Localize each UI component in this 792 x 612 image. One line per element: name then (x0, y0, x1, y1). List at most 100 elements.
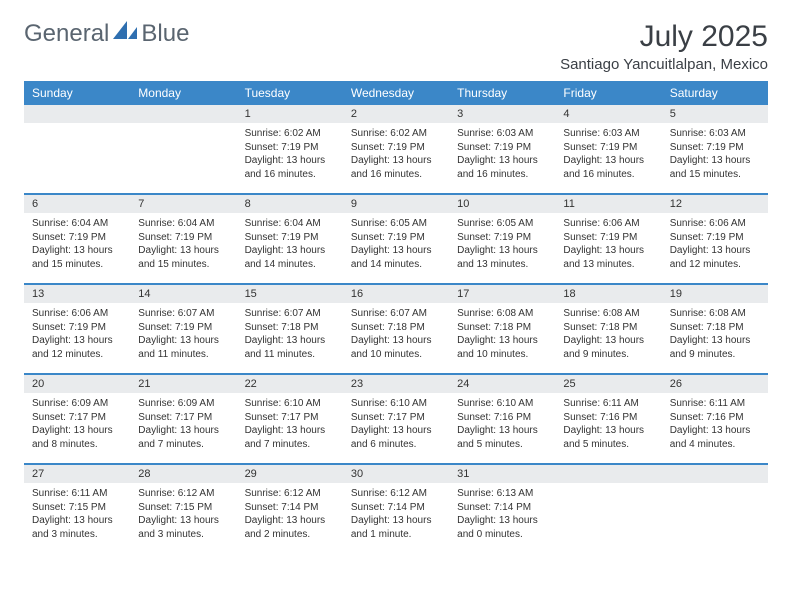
day-number: 30 (343, 465, 449, 483)
dl1-text: Daylight: 13 hours (563, 334, 653, 348)
sunrise-text: Sunrise: 6:12 AM (351, 487, 441, 501)
day-info: Sunrise: 6:08 AMSunset: 7:18 PMDaylight:… (449, 303, 555, 367)
sunset-text: Sunset: 7:18 PM (670, 321, 760, 335)
weekday-sunday: Sunday (24, 81, 130, 105)
dl2-text: and 4 minutes. (670, 438, 760, 452)
dl2-text: and 11 minutes. (138, 348, 228, 362)
day-info: Sunrise: 6:04 AMSunset: 7:19 PMDaylight:… (24, 213, 130, 277)
day-number (555, 465, 661, 483)
dl1-text: Daylight: 13 hours (245, 334, 335, 348)
sunrise-text: Sunrise: 6:05 AM (351, 217, 441, 231)
sunset-text: Sunset: 7:14 PM (351, 501, 441, 515)
day-info: Sunrise: 6:10 AMSunset: 7:17 PMDaylight:… (343, 393, 449, 457)
day-number: 1 (237, 105, 343, 123)
sail-icon (113, 21, 139, 39)
dl1-text: Daylight: 13 hours (138, 514, 228, 528)
day-info: Sunrise: 6:05 AMSunset: 7:19 PMDaylight:… (449, 213, 555, 277)
calendar-cell (24, 105, 130, 193)
sunset-text: Sunset: 7:19 PM (351, 231, 441, 245)
sunset-text: Sunset: 7:15 PM (138, 501, 228, 515)
dl2-text: and 14 minutes. (351, 258, 441, 272)
sunrise-text: Sunrise: 6:03 AM (457, 127, 547, 141)
sunrise-text: Sunrise: 6:08 AM (670, 307, 760, 321)
day-number (24, 105, 130, 123)
dl2-text: and 3 minutes. (138, 528, 228, 542)
dl2-text: and 13 minutes. (563, 258, 653, 272)
dl1-text: Daylight: 13 hours (32, 334, 122, 348)
day-number: 20 (24, 375, 130, 393)
calendar-cell: 14Sunrise: 6:07 AMSunset: 7:19 PMDayligh… (130, 285, 236, 373)
weekday-tuesday: Tuesday (237, 81, 343, 105)
dl2-text: and 5 minutes. (457, 438, 547, 452)
day-info: Sunrise: 6:11 AMSunset: 7:16 PMDaylight:… (555, 393, 661, 457)
day-info: Sunrise: 6:03 AMSunset: 7:19 PMDaylight:… (662, 123, 768, 187)
day-number: 31 (449, 465, 555, 483)
sunset-text: Sunset: 7:19 PM (138, 231, 228, 245)
day-number: 17 (449, 285, 555, 303)
day-number: 11 (555, 195, 661, 213)
calendar-cell: 29Sunrise: 6:12 AMSunset: 7:14 PMDayligh… (237, 465, 343, 553)
dl2-text: and 10 minutes. (351, 348, 441, 362)
day-info: Sunrise: 6:08 AMSunset: 7:18 PMDaylight:… (555, 303, 661, 367)
brand-text-1: General (24, 20, 109, 48)
month-title: July 2025 (560, 20, 768, 54)
day-number: 29 (237, 465, 343, 483)
sunset-text: Sunset: 7:19 PM (245, 231, 335, 245)
calendar-cell: 31Sunrise: 6:13 AMSunset: 7:14 PMDayligh… (449, 465, 555, 553)
calendar-cell: 17Sunrise: 6:08 AMSunset: 7:18 PMDayligh… (449, 285, 555, 373)
day-number: 21 (130, 375, 236, 393)
sunrise-text: Sunrise: 6:13 AM (457, 487, 547, 501)
dl2-text: and 1 minute. (351, 528, 441, 542)
sunset-text: Sunset: 7:16 PM (563, 411, 653, 425)
weekday-thursday: Thursday (449, 81, 555, 105)
day-info: Sunrise: 6:08 AMSunset: 7:18 PMDaylight:… (662, 303, 768, 367)
calendar-cell: 15Sunrise: 6:07 AMSunset: 7:18 PMDayligh… (237, 285, 343, 373)
day-info: Sunrise: 6:07 AMSunset: 7:18 PMDaylight:… (343, 303, 449, 367)
dl1-text: Daylight: 13 hours (457, 424, 547, 438)
day-number: 15 (237, 285, 343, 303)
sunset-text: Sunset: 7:17 PM (32, 411, 122, 425)
sunset-text: Sunset: 7:19 PM (563, 141, 653, 155)
day-info: Sunrise: 6:09 AMSunset: 7:17 PMDaylight:… (130, 393, 236, 457)
brand-text-2: Blue (141, 20, 189, 48)
dl2-text: and 15 minutes. (138, 258, 228, 272)
dl2-text: and 13 minutes. (457, 258, 547, 272)
dl1-text: Daylight: 13 hours (351, 154, 441, 168)
calendar-cell: 26Sunrise: 6:11 AMSunset: 7:16 PMDayligh… (662, 375, 768, 463)
sunrise-text: Sunrise: 6:04 AM (138, 217, 228, 231)
calendar-cell: 28Sunrise: 6:12 AMSunset: 7:15 PMDayligh… (130, 465, 236, 553)
calendar-cell: 25Sunrise: 6:11 AMSunset: 7:16 PMDayligh… (555, 375, 661, 463)
dl1-text: Daylight: 13 hours (670, 154, 760, 168)
sunrise-text: Sunrise: 6:11 AM (670, 397, 760, 411)
sunrise-text: Sunrise: 6:06 AM (670, 217, 760, 231)
calendar-cell: 4Sunrise: 6:03 AMSunset: 7:19 PMDaylight… (555, 105, 661, 193)
day-info: Sunrise: 6:02 AMSunset: 7:19 PMDaylight:… (237, 123, 343, 187)
sunset-text: Sunset: 7:19 PM (457, 231, 547, 245)
sunset-text: Sunset: 7:18 PM (245, 321, 335, 335)
dl2-text: and 2 minutes. (245, 528, 335, 542)
dl1-text: Daylight: 13 hours (670, 424, 760, 438)
title-block: July 2025 Santiago Yancuitlalpan, Mexico (560, 20, 768, 73)
day-info: Sunrise: 6:07 AMSunset: 7:19 PMDaylight:… (130, 303, 236, 367)
day-number: 10 (449, 195, 555, 213)
sunrise-text: Sunrise: 6:10 AM (245, 397, 335, 411)
day-info: Sunrise: 6:03 AMSunset: 7:19 PMDaylight:… (555, 123, 661, 187)
dl1-text: Daylight: 13 hours (351, 244, 441, 258)
sunset-text: Sunset: 7:14 PM (457, 501, 547, 515)
dl2-text: and 11 minutes. (245, 348, 335, 362)
calendar-cell: 30Sunrise: 6:12 AMSunset: 7:14 PMDayligh… (343, 465, 449, 553)
dl1-text: Daylight: 13 hours (563, 424, 653, 438)
dl1-text: Daylight: 13 hours (138, 424, 228, 438)
sunrise-text: Sunrise: 6:06 AM (32, 307, 122, 321)
sunset-text: Sunset: 7:16 PM (670, 411, 760, 425)
sunset-text: Sunset: 7:19 PM (457, 141, 547, 155)
dl1-text: Daylight: 13 hours (32, 244, 122, 258)
calendar-cell: 3Sunrise: 6:03 AMSunset: 7:19 PMDaylight… (449, 105, 555, 193)
calendar-week: 1Sunrise: 6:02 AMSunset: 7:19 PMDaylight… (24, 105, 768, 195)
day-info: Sunrise: 6:06 AMSunset: 7:19 PMDaylight:… (662, 213, 768, 277)
sunset-text: Sunset: 7:19 PM (32, 231, 122, 245)
weekday-friday: Friday (555, 81, 661, 105)
calendar-cell: 11Sunrise: 6:06 AMSunset: 7:19 PMDayligh… (555, 195, 661, 283)
day-number (662, 465, 768, 483)
day-number: 19 (662, 285, 768, 303)
